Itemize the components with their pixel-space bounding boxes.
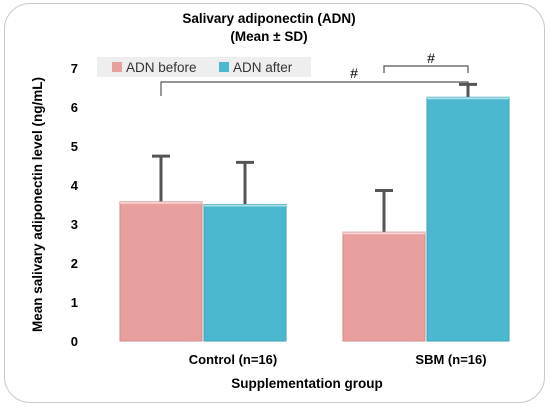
significance-marker: # [427, 50, 435, 66]
chart-subtitle: (Mean ± SD) [230, 29, 307, 44]
legend-box [97, 57, 311, 77]
y-axis-title: Mean salivary adiponectin level (ng/mL) [30, 77, 45, 332]
y-tick-label: 6 [71, 100, 78, 115]
y-tick-label: 3 [71, 217, 78, 232]
x-tick-label: Control (n=16) [189, 352, 277, 367]
chart-title: Salivary adiponectin (ADN) [182, 11, 355, 26]
x-tick-label: SBM (n=16) [415, 352, 486, 367]
bar-adn-after [203, 204, 287, 342]
legend-label: ADN after [233, 60, 293, 75]
significance-bracket [160, 81, 469, 96]
x-axis-title: Supplementation group [231, 376, 383, 391]
y-tick-label: 2 [71, 256, 78, 271]
y-tick-label: 0 [71, 334, 78, 349]
y-tick-label: 1 [71, 295, 78, 310]
significance-bracket [383, 65, 469, 73]
bar-adn-before [342, 231, 426, 342]
legend-swatch [112, 62, 122, 72]
bar-adn-before [119, 201, 203, 342]
y-tick-label: 7 [71, 61, 78, 76]
y-tick-label: 4 [71, 178, 79, 193]
y-tick-label: 5 [71, 139, 78, 154]
bar-adn-after [426, 96, 510, 342]
legend-swatch [219, 62, 229, 72]
significance-marker: # [350, 65, 358, 81]
legend-label: ADN before [126, 60, 197, 75]
